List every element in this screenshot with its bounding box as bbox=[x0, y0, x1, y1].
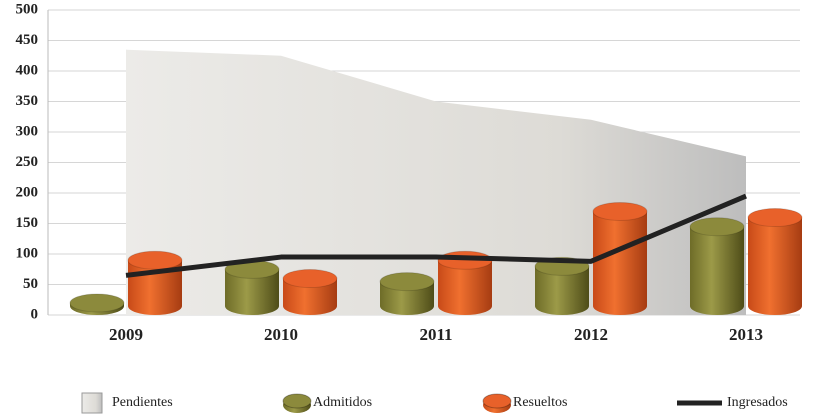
cylinder bbox=[379, 272, 435, 315]
y-tick-label: 250 bbox=[16, 154, 39, 170]
bar bbox=[748, 217, 802, 306]
cylinder-top bbox=[689, 217, 745, 237]
cylinder-top bbox=[379, 272, 435, 292]
legend-label: Admitidos bbox=[313, 395, 372, 410]
cylinder bbox=[127, 250, 183, 315]
x-tick-label: 2010 bbox=[264, 325, 298, 344]
area bbox=[126, 49, 746, 316]
cylinder bbox=[534, 256, 590, 315]
cylinder bbox=[224, 259, 280, 315]
x-tick-label: 2012 bbox=[574, 325, 608, 344]
x-tick-label: 2011 bbox=[419, 325, 452, 344]
legend-label: Pendientes bbox=[112, 395, 173, 410]
y-tick-label: 400 bbox=[16, 62, 39, 78]
legend-swatch bbox=[282, 393, 312, 409]
cylinder bbox=[689, 217, 745, 315]
cylinder bbox=[69, 293, 125, 315]
cylinder-top bbox=[282, 269, 338, 289]
legend-label: Ingresados bbox=[727, 395, 788, 410]
y-tick-label: 50 bbox=[23, 276, 38, 292]
y-tick-label: 0 bbox=[31, 306, 39, 322]
cylinder-top bbox=[747, 208, 803, 228]
y-tick-label: 100 bbox=[16, 245, 39, 261]
y-tick-label: 500 bbox=[16, 1, 39, 17]
bar bbox=[690, 226, 744, 306]
y-tick-label: 450 bbox=[16, 32, 39, 48]
cylinder-top bbox=[592, 201, 648, 221]
y-tick-label: 350 bbox=[16, 93, 39, 109]
y-tick-label: 200 bbox=[16, 184, 39, 200]
line bbox=[125, 193, 747, 278]
x-tick-label: 2009 bbox=[109, 325, 143, 344]
cylinder-top bbox=[69, 293, 125, 313]
y-tick-label: 150 bbox=[16, 215, 39, 231]
x-tick-label: 2013 bbox=[729, 325, 763, 344]
cylinder bbox=[747, 208, 803, 315]
legend-label: Resueltos bbox=[513, 395, 567, 410]
legend-swatch bbox=[482, 393, 512, 409]
legend-swatch bbox=[81, 392, 103, 414]
y-tick-label: 300 bbox=[16, 123, 39, 139]
cylinder bbox=[282, 269, 338, 315]
cylinder-top bbox=[127, 250, 183, 270]
